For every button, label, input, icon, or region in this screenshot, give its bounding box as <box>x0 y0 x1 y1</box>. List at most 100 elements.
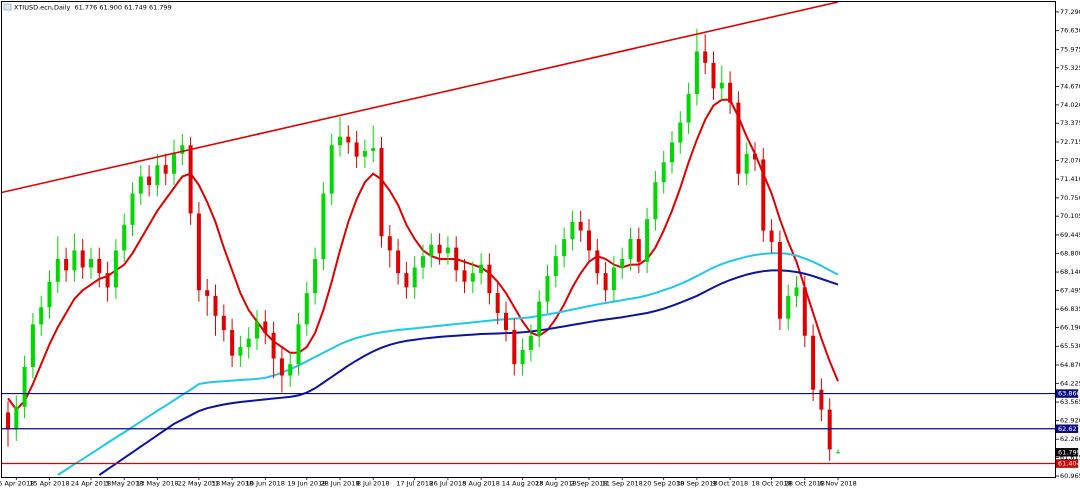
candle-body <box>703 51 708 63</box>
candle-body <box>188 145 193 214</box>
plot-frame <box>1 1 1056 478</box>
x-tick-label: 14 Aug 2018 <box>502 480 544 488</box>
x-tick-label: 28 Jun 2018 <box>320 480 359 488</box>
y-tick-label: 73.375 <box>1060 119 1080 127</box>
x-tick-label: 19 Jun 2018 <box>287 480 326 488</box>
y-tick-label: 72.070 <box>1060 156 1080 164</box>
price-tag <box>1055 389 1079 398</box>
candle-body <box>645 219 650 262</box>
candle-body <box>678 122 683 143</box>
candle-body <box>221 315 226 331</box>
candle-body <box>288 364 293 376</box>
candle-body <box>570 222 575 240</box>
x-tick-label: 6 Nov 2018 <box>819 480 857 488</box>
candle-body <box>661 162 666 183</box>
y-tick-label: 65.530 <box>1060 342 1080 350</box>
moving-average-line <box>57 252 839 476</box>
candle-body <box>55 258 60 282</box>
candle-body <box>97 258 102 274</box>
candle-body <box>255 321 259 339</box>
x-tick-label: 2 Sep 2018 <box>570 480 607 488</box>
candle-body <box>205 290 210 296</box>
x-tick-label: 15 Apr 2018 <box>29 480 69 488</box>
price-tag <box>1055 424 1079 433</box>
y-tick-label: 64.870 <box>1060 361 1080 369</box>
x-tick-label: 26 Jul 2018 <box>430 480 467 488</box>
x-tick-label: 17 Jul 2018 <box>396 480 433 488</box>
y-tick-label: 62.260 <box>1060 435 1080 443</box>
candle-body <box>354 142 359 157</box>
y-tick-label: 62.920 <box>1060 416 1080 424</box>
candle-body <box>512 330 517 365</box>
candle-body <box>271 332 276 359</box>
candle-body <box>636 239 641 262</box>
x-tick-label: 20 Sep 2018 <box>643 480 684 488</box>
x-tick-label: 23 Aug 2018 <box>535 480 577 488</box>
candle-body <box>371 148 376 151</box>
candle-body <box>744 153 749 174</box>
candle-body <box>238 347 243 356</box>
y-tick-label: 68.140 <box>1060 268 1080 276</box>
candle-body <box>437 244 442 254</box>
plot-area <box>2 2 840 476</box>
x-tick-label: 31 May 2018 <box>211 480 253 488</box>
candle-body <box>603 273 608 291</box>
candle-body <box>329 145 334 194</box>
moving-average-line <box>98 269 839 476</box>
candle-body <box>462 270 467 282</box>
x-tick-label: 30 Sep 2018 <box>676 480 717 488</box>
candle-body <box>827 409 832 450</box>
candle-body <box>130 193 135 225</box>
trendline <box>2 2 839 194</box>
candle-body <box>387 236 392 251</box>
candle-body <box>230 330 235 356</box>
candle-body <box>346 136 351 143</box>
candle-body <box>719 82 724 89</box>
candle-body <box>836 452 840 454</box>
y-tick-label: 70.105 <box>1060 212 1080 220</box>
x-tick-label: 5 Aug 2018 <box>462 480 500 488</box>
candle-body <box>587 230 591 251</box>
candle-body <box>753 153 757 160</box>
candle-body <box>89 258 93 268</box>
candle-body <box>487 264 492 294</box>
candle-body <box>653 182 658 220</box>
candle-body <box>14 406 19 430</box>
candle-body <box>728 82 733 103</box>
candle-body <box>620 258 625 268</box>
candle-body <box>404 273 409 288</box>
candle-body <box>794 287 799 296</box>
y-tick-label: 71.410 <box>1060 175 1080 183</box>
x-tick-label: 8 Jul 2018 <box>357 480 390 488</box>
candle-body <box>429 244 434 257</box>
price-tag-label: 63.866 <box>1058 390 1080 398</box>
candle-body <box>528 335 533 350</box>
candle-body <box>30 324 35 367</box>
candle-body <box>611 267 616 291</box>
candle-body <box>711 62 716 89</box>
candle-body <box>80 250 85 268</box>
candle-body <box>113 250 118 288</box>
y-tick-label: 70.750 <box>1060 194 1080 202</box>
candle-body <box>64 258 69 271</box>
candle-body <box>595 250 600 274</box>
candle-body <box>379 148 384 237</box>
x-tick-label: 3 May 2018 <box>105 480 143 488</box>
candle-body <box>670 142 674 163</box>
candle-body <box>686 94 691 123</box>
y-tick-label: 67.495 <box>1060 286 1080 294</box>
x-tick-label: 22 May 2018 <box>178 480 220 488</box>
candle-body <box>246 338 251 348</box>
x-tick-label: 28 Oct 2018 <box>785 480 825 488</box>
candle-body <box>811 335 816 390</box>
x-tick-label: 10 Jun 2018 <box>246 480 285 488</box>
candle-body <box>138 176 143 194</box>
y-tick-label: 63.565 <box>1060 398 1080 406</box>
candle-body <box>802 287 807 336</box>
candle-body <box>396 250 401 274</box>
candle-body <box>180 145 185 154</box>
candle-body <box>321 193 326 259</box>
candle-body <box>761 159 766 231</box>
